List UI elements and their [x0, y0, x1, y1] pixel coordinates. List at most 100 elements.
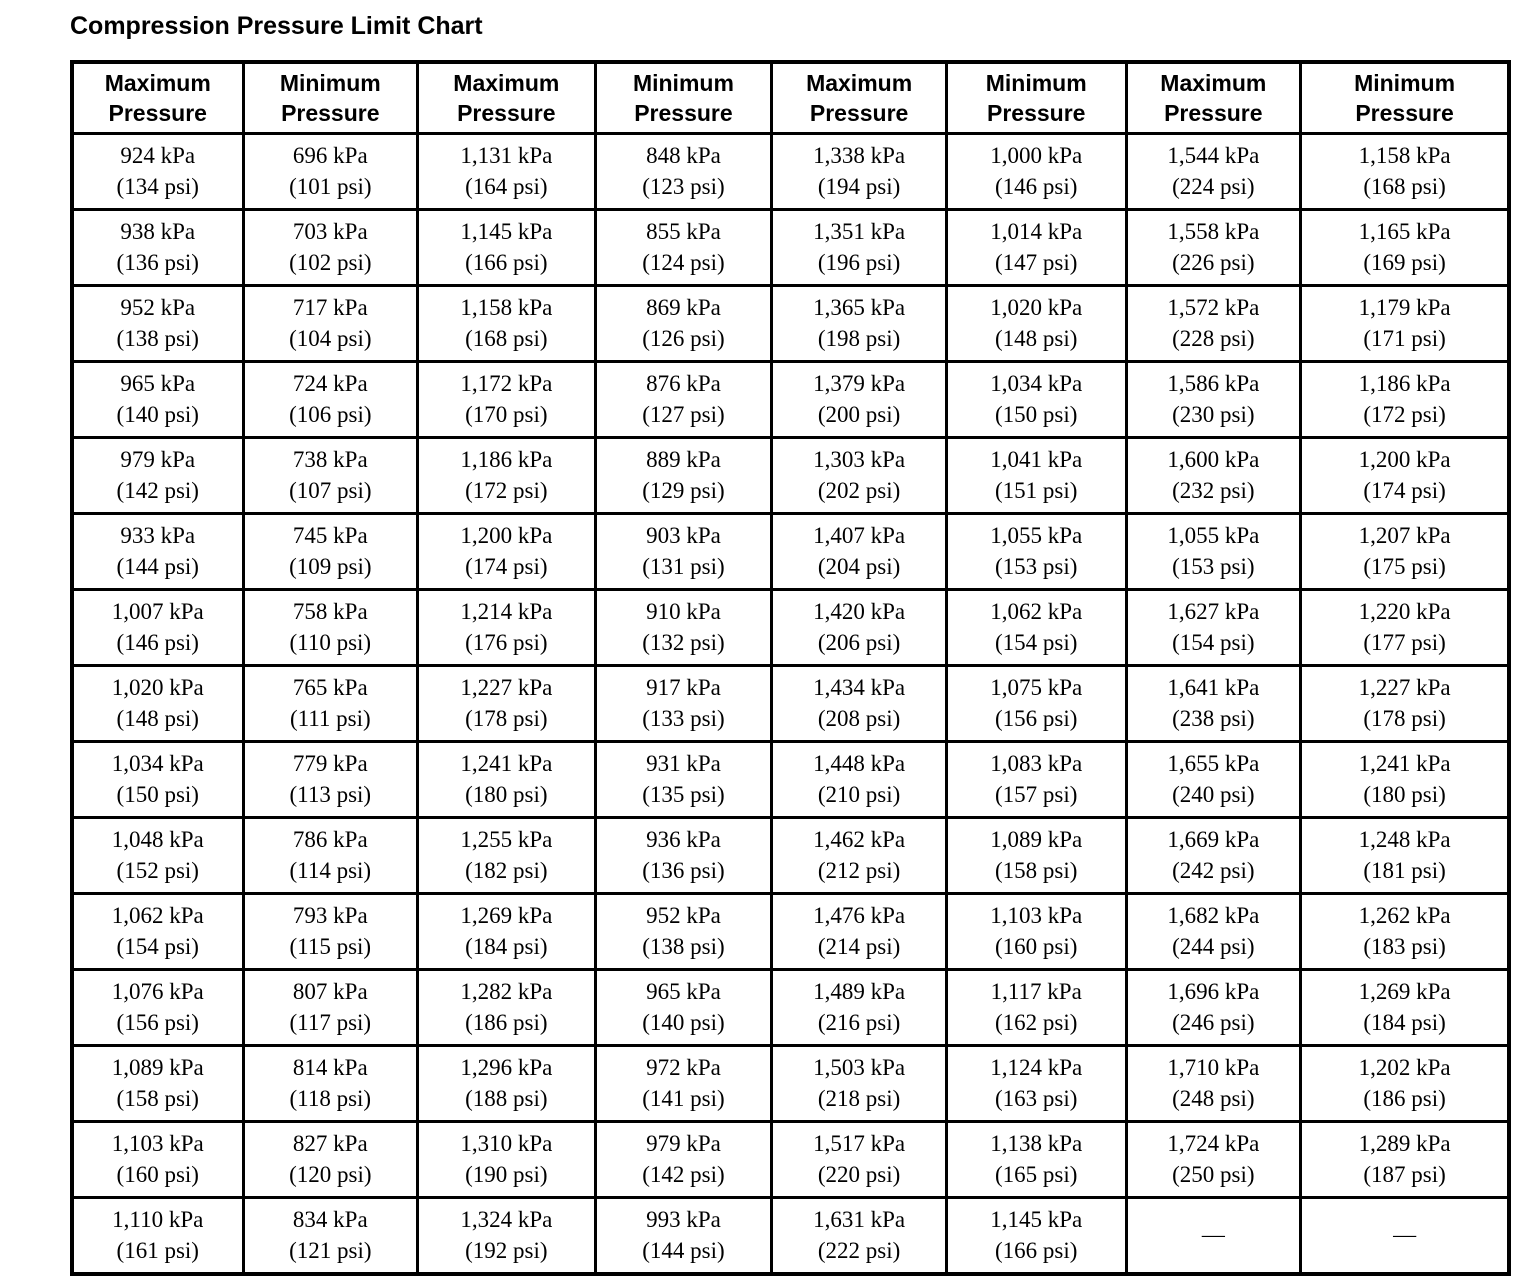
- cell-line: 1,296 kPa: [460, 1054, 553, 1080]
- cell-line: (148 psi): [995, 325, 1078, 351]
- cell-line: 1,158 kPa: [460, 294, 553, 320]
- pressure-cell: 1,055 kPa (153 psi): [1124, 512, 1303, 591]
- cell-line: 1,214 kPa: [460, 598, 553, 624]
- cell-line: 1,434 kPa: [813, 674, 906, 700]
- pressure-cell: 1,710 kPa (248 psi): [1124, 1044, 1303, 1123]
- table-row: 1,110 kPa (161 psi) 834 kPa (121 psi) 1,324 …: [70, 1196, 1511, 1276]
- cell-line: 1,089 kPa: [111, 1054, 204, 1080]
- cell-line: 1,103 kPa: [990, 902, 1083, 928]
- pressure-cell: 1,207 kPa (175 psi): [1299, 512, 1511, 591]
- cell-line: 1,269 kPa: [1358, 978, 1451, 1004]
- cell-line: (224 psi): [1172, 173, 1255, 199]
- table-row: 1,048 kPa (152 psi) 786 kPa (114 psi) 1,255 …: [70, 816, 1511, 895]
- cell-line: Maximum: [1160, 69, 1267, 96]
- cell-line: 931 kPa: [646, 750, 721, 776]
- pressure-cell: 1,076 kPa (156 psi): [70, 968, 245, 1047]
- cell-line: 814 kPa: [292, 1054, 368, 1080]
- pressure-cell: 903 kPa (131 psi): [593, 512, 774, 591]
- cell-line: 1,138 kPa: [990, 1130, 1083, 1156]
- column-header: Maximum Pressure: [770, 60, 948, 135]
- cell-line: (250 psi): [1172, 1161, 1255, 1187]
- cell-line: (154 psi): [995, 629, 1078, 655]
- cell-line: 1,200 kPa: [460, 522, 553, 548]
- pressure-cell: 1,282 kPa (186 psi): [416, 968, 597, 1047]
- cell-line: (136 psi): [642, 857, 725, 883]
- cell-line: Pressure: [1355, 100, 1454, 126]
- cell-line: (188 psi): [465, 1085, 548, 1111]
- pressure-cell: 724 kPa (106 psi): [241, 360, 420, 439]
- cell-line: (192 psi): [465, 1237, 548, 1263]
- pressure-cell: 1,558 kPa (226 psi): [1124, 208, 1303, 287]
- cell-line: (163 psi): [995, 1085, 1078, 1111]
- pressure-cell: 952 kPa (138 psi): [70, 284, 245, 363]
- cell-line: (144 psi): [116, 553, 199, 579]
- cell-line: 1,324 kPa: [460, 1206, 553, 1232]
- pressure-cell: 889 kPa (129 psi): [593, 436, 774, 515]
- cell-line: 1,420 kPa: [813, 598, 906, 624]
- pressure-cell: 1,220 kPa (177 psi): [1299, 588, 1511, 667]
- cell-line: 855 kPa: [646, 218, 721, 244]
- cell-line: 876 kPa: [646, 370, 721, 396]
- cell-line: (165 psi): [995, 1161, 1078, 1187]
- cell-line: (133 psi): [642, 705, 725, 731]
- cell-line: 1,448 kPa: [813, 750, 906, 776]
- cell-line: (154 psi): [1172, 629, 1255, 655]
- pressure-cell: 1,241 kPa (180 psi): [416, 740, 597, 819]
- cell-line: (190 psi): [465, 1161, 548, 1187]
- cell-line: 1,034 kPa: [990, 370, 1083, 396]
- pressure-cell: 1,696 kPa (246 psi): [1124, 968, 1303, 1047]
- cell-line: Maximum: [453, 69, 560, 96]
- pressure-cell: 1,324 kPa (192 psi): [416, 1196, 597, 1276]
- cell-line: (166 psi): [995, 1237, 1078, 1263]
- pressure-cell: 1,641 kPa (238 psi): [1124, 664, 1303, 743]
- cell-line: (123 psi): [642, 173, 725, 199]
- cell-line: 1,241 kPa: [460, 750, 553, 776]
- cell-line: (164 psi): [465, 173, 548, 199]
- pressure-cell: 1,200 kPa (174 psi): [416, 512, 597, 591]
- pressure-cell: 745 kPa (109 psi): [241, 512, 420, 591]
- cell-line: 1,089 kPa: [990, 826, 1083, 852]
- table-row: 1,020 kPa (148 psi) 765 kPa (111 psi) 1,227 …: [70, 664, 1511, 743]
- cell-line: 1,241 kPa: [1358, 750, 1451, 776]
- pressure-cell: 1,138 kPa (165 psi): [944, 1120, 1128, 1199]
- cell-line: (238 psi): [1172, 705, 1255, 731]
- cell-line: 724 kPa: [292, 370, 368, 396]
- cell-line: (147 psi): [995, 249, 1078, 275]
- pressure-cell: 1,075 kPa (156 psi): [944, 664, 1128, 743]
- cell-line: 1,117 kPa: [990, 978, 1082, 1004]
- pressure-cell: 1,186 kPa (172 psi): [416, 436, 597, 515]
- cell-line: 1,158 kPa: [1358, 142, 1451, 168]
- cell-line: (150 psi): [995, 401, 1078, 427]
- cell-line: 1,075 kPa: [990, 674, 1083, 700]
- pressure-cell: 965 kPa (140 psi): [70, 360, 245, 439]
- cell-line: (124 psi): [642, 249, 725, 275]
- cell-line: 834 kPa: [292, 1206, 368, 1232]
- cell-line: 1,000 kPa: [990, 142, 1083, 168]
- cell-line: 1,131 kPa: [460, 142, 553, 168]
- cell-line: 765 kPa: [292, 674, 368, 700]
- pressure-cell: 834 kPa (121 psi): [241, 1196, 420, 1276]
- pressure-cell: 1,407 kPa (204 psi): [770, 512, 948, 591]
- pressure-cell: 1,020 kPa (148 psi): [70, 664, 245, 743]
- cell-line: (169 psi): [1363, 249, 1446, 275]
- pressure-cell: —: [1299, 1196, 1511, 1276]
- pressure-cell: 1,110 kPa (161 psi): [70, 1196, 245, 1276]
- cell-line: (132 psi): [642, 629, 725, 655]
- pressure-cell: 917 kPa (133 psi): [593, 664, 774, 743]
- pressure-cell: 1,172 kPa (170 psi): [416, 360, 597, 439]
- pressure-cell: 979 kPa (142 psi): [593, 1120, 774, 1199]
- pressure-cell: 758 kPa (110 psi): [241, 588, 420, 667]
- pressure-cell: 1,269 kPa (184 psi): [416, 892, 597, 971]
- cell-line: (120 psi): [289, 1161, 372, 1187]
- cell-line: 889 kPa: [646, 446, 721, 472]
- cell-line: 1,669 kPa: [1167, 826, 1260, 852]
- cell-line: 1,186 kPa: [460, 446, 553, 472]
- cell-line: 827 kPa: [292, 1130, 368, 1156]
- cell-line: (176 psi): [465, 629, 548, 655]
- cell-line: 933 kPa: [120, 522, 196, 548]
- cell-line: 1,220 kPa: [1358, 598, 1451, 624]
- cell-line: 993 kPa: [646, 1206, 721, 1232]
- cell-line: 1,724 kPa: [1167, 1130, 1260, 1156]
- table-row: 979 kPa (142 psi) 738 kPa (107 psi) 1,186 kP…: [70, 436, 1511, 515]
- pressure-cell: 931 kPa (135 psi): [593, 740, 774, 819]
